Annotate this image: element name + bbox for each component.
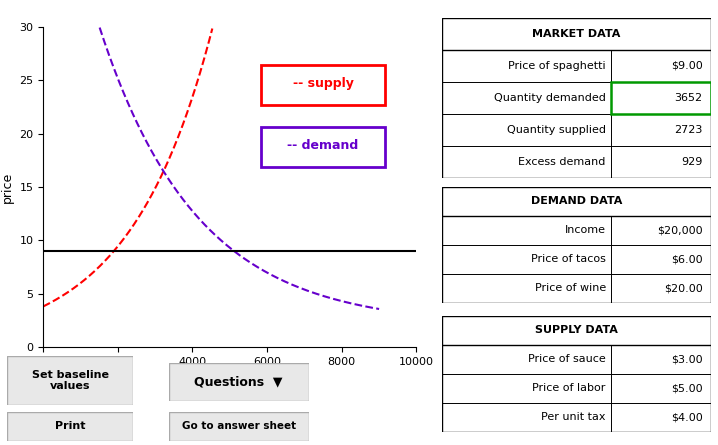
FancyBboxPatch shape	[442, 187, 711, 303]
Text: Income: Income	[565, 225, 606, 235]
Text: Price of tacos: Price of tacos	[531, 254, 606, 264]
Y-axis label: price: price	[1, 171, 14, 202]
FancyBboxPatch shape	[7, 356, 133, 405]
Text: $3.00: $3.00	[671, 354, 703, 364]
FancyBboxPatch shape	[442, 18, 711, 178]
Text: Print: Print	[55, 421, 85, 431]
FancyBboxPatch shape	[7, 412, 133, 441]
Text: $20.00: $20.00	[664, 283, 703, 293]
Text: Price of labor: Price of labor	[533, 383, 606, 393]
Text: DEMAND DATA: DEMAND DATA	[531, 196, 622, 206]
Text: Excess demand: Excess demand	[518, 157, 606, 167]
Text: 929: 929	[681, 157, 703, 167]
Text: Per unit tax: Per unit tax	[541, 412, 606, 422]
Text: -- supply: -- supply	[293, 77, 353, 90]
Text: Quantity demanded: Quantity demanded	[494, 93, 606, 103]
FancyBboxPatch shape	[261, 65, 385, 105]
Text: $6.00: $6.00	[671, 254, 703, 264]
FancyBboxPatch shape	[261, 127, 385, 167]
Text: Price of sauce: Price of sauce	[528, 354, 606, 364]
FancyBboxPatch shape	[169, 363, 309, 400]
Text: Set baseline
values: Set baseline values	[32, 370, 108, 391]
FancyBboxPatch shape	[611, 82, 711, 114]
Text: $4.00: $4.00	[671, 412, 703, 422]
Text: $5.00: $5.00	[671, 383, 703, 393]
Text: Price of wine: Price of wine	[535, 283, 606, 293]
Text: -- demand: -- demand	[287, 139, 359, 153]
Text: Quantity supplied: Quantity supplied	[507, 125, 606, 135]
Text: MARKET DATA: MARKET DATA	[532, 29, 620, 39]
FancyBboxPatch shape	[442, 316, 711, 432]
X-axis label: quantity: quantity	[204, 372, 256, 385]
Text: Price of spaghetti: Price of spaghetti	[508, 61, 606, 71]
FancyBboxPatch shape	[169, 412, 309, 441]
Text: $9.00: $9.00	[671, 61, 703, 71]
Text: SUPPLY DATA: SUPPLY DATA	[535, 325, 617, 336]
Text: Go to answer sheet: Go to answer sheet	[182, 421, 296, 431]
Text: 3652: 3652	[675, 93, 703, 103]
Text: Questions  ▼: Questions ▼	[195, 375, 283, 388]
Text: $20,000: $20,000	[657, 225, 703, 235]
Text: 2723: 2723	[674, 125, 703, 135]
